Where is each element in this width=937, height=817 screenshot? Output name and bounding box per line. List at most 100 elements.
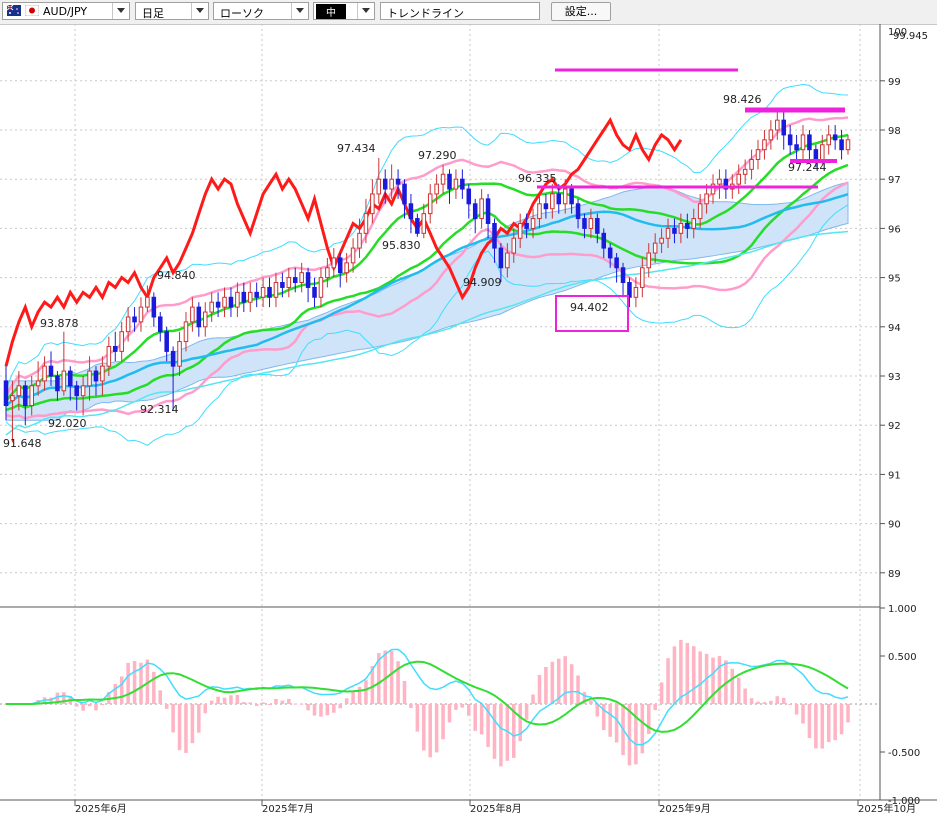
- candle-body: [164, 331, 169, 352]
- candle: [569, 184, 574, 214]
- candle-body: [209, 301, 214, 313]
- candle: [717, 169, 722, 199]
- candle-body: [485, 198, 491, 224]
- timeframe-select[interactable]: 日足: [135, 2, 209, 20]
- settings-button[interactable]: 設定...: [551, 2, 611, 21]
- candle-body: [607, 247, 613, 259]
- chart-style-select[interactable]: ローソク: [213, 2, 309, 20]
- histogram-bar: [280, 700, 285, 704]
- candle-body: [466, 188, 472, 205]
- histogram-bar: [839, 704, 844, 735]
- candle: [434, 174, 439, 204]
- candle-body: [280, 282, 285, 288]
- histogram-bar: [550, 661, 555, 704]
- price-annotation: 96.335: [518, 172, 557, 185]
- candle-body: [588, 218, 594, 229]
- candle: [280, 272, 285, 298]
- histogram-bar: [364, 680, 368, 704]
- color-select[interactable]: 中: [313, 2, 375, 20]
- candle-body: [768, 129, 774, 141]
- histogram-bar: [74, 704, 79, 707]
- lagging-span: [4, 117, 683, 367]
- candle-body: [202, 311, 208, 328]
- histogram-bar: [801, 704, 805, 724]
- histogram-bar: [81, 704, 85, 711]
- histogram-bar: [646, 704, 651, 735]
- price-tick-label: 97: [888, 175, 901, 186]
- histogram-bar: [499, 704, 503, 767]
- candle: [305, 267, 311, 303]
- candle: [151, 292, 157, 327]
- candle: [807, 130, 812, 160]
- candle: [247, 282, 253, 313]
- candle-body: [363, 213, 369, 234]
- price-tick-label: 90: [888, 520, 901, 531]
- histogram-bar: [377, 653, 381, 704]
- cloud-area: [5, 181, 849, 421]
- candle-body: [402, 183, 407, 205]
- candle: [511, 228, 517, 263]
- candle: [640, 257, 645, 298]
- date-axis: 2025年6月 2025年7月 2025年8月 2025年9月 2025年10月: [74, 800, 916, 815]
- candle: [254, 282, 259, 308]
- candle: [273, 272, 279, 308]
- histogram-bar: [370, 665, 375, 704]
- histogram-bar: [428, 704, 432, 758]
- candle-body: [569, 188, 574, 205]
- chevron-down-icon[interactable]: [191, 3, 208, 19]
- candle-body: [447, 173, 452, 190]
- candle-body: [813, 149, 819, 161]
- histogram-bar: [126, 662, 130, 704]
- candle-body: [781, 119, 786, 136]
- candle: [10, 380, 15, 443]
- histogram-bar: [338, 704, 342, 709]
- macd-line: [6, 648, 849, 746]
- indicator-lines: [4, 83, 849, 446]
- trendlines[interactable]: [537, 68, 845, 332]
- bollinger-lower: [5, 181, 849, 420]
- candle-body: [80, 385, 86, 397]
- candle: [145, 285, 150, 313]
- candle: [395, 169, 401, 199]
- candle-body: [517, 222, 523, 239]
- chevron-down-icon[interactable]: [357, 3, 374, 19]
- ichimoku-cloud: [5, 181, 849, 421]
- price-annotation: 95.830: [382, 239, 421, 252]
- histogram-bar: [422, 704, 426, 751]
- histogram-bar: [595, 704, 600, 717]
- histogram-bar: [666, 658, 670, 704]
- price-annotation: 97.244: [788, 161, 827, 174]
- candle: [537, 193, 542, 229]
- symbol-select[interactable]: AUD/JPY: [2, 2, 130, 20]
- date-label: 2025年7月: [262, 802, 314, 815]
- chart-grid: [0, 24, 937, 801]
- histogram-bar: [235, 694, 240, 704]
- histogram-bar: [55, 692, 60, 704]
- current-price-label: 99.945: [893, 31, 928, 42]
- candle-body: [678, 222, 684, 234]
- chevron-down-icon[interactable]: [291, 3, 308, 19]
- chevron-down-icon[interactable]: [112, 3, 129, 19]
- drawing-tool-field[interactable]: トレンドライン: [380, 2, 540, 20]
- candle: [112, 331, 118, 362]
- candle: [614, 253, 619, 283]
- candle: [100, 356, 105, 396]
- candle-body: [48, 365, 54, 377]
- candle: [267, 277, 272, 308]
- candle-body: [562, 188, 568, 205]
- candle-body: [505, 252, 510, 269]
- price-top-label: 100: [888, 27, 907, 38]
- candle: [389, 164, 394, 199]
- candle-body: [472, 203, 478, 220]
- candle: [749, 149, 754, 180]
- candle-body: [376, 178, 382, 195]
- candle: [781, 110, 786, 150]
- candle: [440, 164, 446, 194]
- candle-body: [93, 370, 99, 382]
- histogram-bar: [679, 639, 683, 704]
- price-annotation: 97.434: [337, 142, 376, 155]
- histogram-bar: [332, 704, 336, 713]
- candle-body: [550, 193, 555, 210]
- timeframe-value: 日足: [142, 7, 164, 20]
- price-chart[interactable]: 91.648 93.878 92.020 94.840 92.314 97.434 95.8…: [0, 24, 937, 817]
